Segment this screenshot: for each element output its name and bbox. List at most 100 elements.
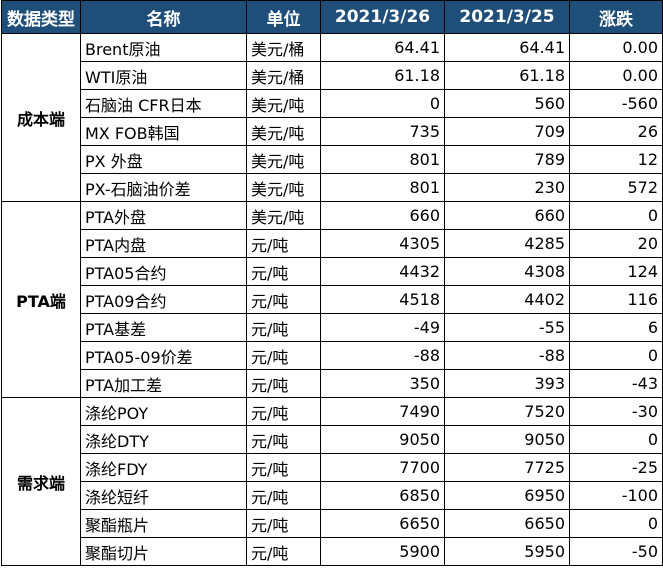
change-cell: 26 [569, 117, 663, 146]
table-row: PTA加工差 元/吨 350 393 -43 [2, 369, 663, 398]
table-row: 涤纶FDY 元/吨 7700 7725 -25 [2, 453, 663, 482]
table-row: 涤纶DTY 元/吨 9050 9050 0 [2, 425, 663, 454]
unit-cell: 元/吨 [246, 397, 321, 426]
header-date-1: 2021/3/26 [320, 0, 445, 34]
item-name-cell: PX-石脑油价差 [80, 173, 247, 202]
table-row: 成本端 Brent原油 美元/桶 64.41 64.41 0.00 [1, 33, 663, 202]
table-row: PTA05-09价差 元/吨 -88 -88 0 [2, 341, 663, 370]
value-date-1-cell: 6850 [320, 481, 445, 510]
header-date-2: 2021/3/25 [444, 0, 570, 34]
item-name-cell: MX FOB韩国 [80, 117, 247, 146]
value-date-2-cell: 9050 [444, 425, 570, 454]
value-date-2-cell: 4285 [444, 229, 570, 258]
change-cell: 0 [569, 341, 663, 370]
change-cell: 0 [569, 201, 663, 230]
value-date-1-cell: 64.41 [320, 33, 445, 62]
item-name-cell: 聚酯切片 [80, 537, 247, 566]
item-name-cell: 涤纶POY [80, 397, 247, 426]
unit-cell: 元/吨 [246, 537, 321, 566]
change-cell: 12 [569, 145, 663, 174]
value-date-1-cell: 735 [320, 117, 445, 146]
value-date-2-cell: 7725 [444, 453, 570, 482]
value-date-2-cell: 6950 [444, 481, 570, 510]
unit-cell: 美元/桶 [246, 61, 321, 90]
change-cell: 124 [569, 257, 663, 286]
table-row: PTA端 PTA外盘 美元/吨 660 660 0 [1, 201, 663, 398]
change-cell: 0.00 [569, 33, 663, 62]
item-name-cell: PTA内盘 [80, 229, 247, 258]
table-row: PTA基差 元/吨 -49 -55 6 [2, 313, 663, 342]
item-name-cell: 聚酯瓶片 [80, 509, 247, 538]
item-name-cell: PX 外盘 [80, 145, 247, 174]
value-date-2-cell: -88 [444, 341, 570, 370]
table-row: 涤纶短纤 元/吨 6850 6950 -100 [2, 481, 663, 510]
value-date-1-cell: 4432 [320, 257, 445, 286]
item-name-cell: PTA加工差 [80, 369, 247, 398]
header-unit: 单位 [246, 0, 321, 34]
table-row: PTA05合约 元/吨 4432 4308 124 [2, 257, 663, 286]
table-row: PTA09合约 元/吨 4518 4402 116 [2, 285, 663, 314]
unit-cell: 美元/吨 [246, 173, 321, 202]
category-cell: 需求端 [1, 397, 81, 566]
value-date-2-cell: 4402 [444, 285, 570, 314]
table-row: 聚酯切片 元/吨 5900 5950 -50 [2, 537, 663, 566]
value-date-1-cell: -88 [320, 341, 445, 370]
value-date-1-cell: 801 [320, 145, 445, 174]
value-date-2-cell: 64.41 [444, 33, 570, 62]
table-row: MX FOB韩国 美元/吨 735 709 26 [2, 117, 663, 146]
value-date-1-cell: 801 [320, 173, 445, 202]
unit-cell: 元/吨 [246, 369, 321, 398]
change-cell: 0 [569, 509, 663, 538]
value-date-1-cell: 4305 [320, 229, 445, 258]
item-name-cell: PTA05-09价差 [80, 341, 247, 370]
table-row: 石脑油 CFR日本 美元/吨 0 560 -560 [2, 89, 663, 118]
table-row: PX-石脑油价差 美元/吨 801 230 572 [2, 173, 663, 202]
item-name-cell: Brent原油 [80, 33, 247, 62]
value-date-2-cell: 61.18 [444, 61, 570, 90]
header-row: 数据类型 名称 单位 2021/3/26 2021/3/25 涨跌 [1, 0, 663, 34]
item-name-cell: 涤纶FDY [80, 453, 247, 482]
value-date-1-cell: 7700 [320, 453, 445, 482]
unit-cell: 元/吨 [246, 285, 321, 314]
change-cell: 0.00 [569, 61, 663, 90]
value-date-2-cell: 4308 [444, 257, 570, 286]
unit-cell: 元/吨 [246, 453, 321, 482]
change-cell: -100 [569, 481, 663, 510]
value-date-1-cell: 9050 [320, 425, 445, 454]
value-date-2-cell: 230 [444, 173, 570, 202]
value-date-1-cell: 350 [320, 369, 445, 398]
value-date-1-cell: 7490 [320, 397, 445, 426]
unit-cell: 美元/桶 [246, 33, 321, 62]
item-name-cell: 石脑油 CFR日本 [80, 89, 247, 118]
header-category: 数据类型 [1, 0, 81, 34]
value-date-1-cell: 660 [320, 201, 445, 230]
change-cell: -560 [569, 89, 663, 118]
item-name-cell: PTA外盘 [80, 201, 247, 230]
unit-cell: 美元/吨 [246, 89, 321, 118]
table-row: WTI原油 美元/桶 61.18 61.18 0.00 [2, 61, 663, 90]
change-cell: 572 [569, 173, 663, 202]
table-row: PX 外盘 美元/吨 801 789 12 [2, 145, 663, 174]
unit-cell: 元/吨 [246, 313, 321, 342]
value-date-1-cell: 6650 [320, 509, 445, 538]
item-name-cell: 涤纶短纤 [80, 481, 247, 510]
category-cell: 成本端 [1, 33, 81, 202]
unit-cell: 美元/吨 [246, 117, 321, 146]
value-date-1-cell: 61.18 [320, 61, 445, 90]
change-cell: -43 [569, 369, 663, 398]
item-name-cell: PTA基差 [80, 313, 247, 342]
value-date-1-cell: -49 [320, 313, 445, 342]
unit-cell: 元/吨 [246, 509, 321, 538]
header-change: 涨跌 [569, 0, 663, 34]
value-date-1-cell: 4518 [320, 285, 445, 314]
value-date-2-cell: 7520 [444, 397, 570, 426]
change-cell: 0 [569, 425, 663, 454]
value-date-2-cell: 660 [444, 201, 570, 230]
change-cell: 6 [569, 313, 663, 342]
change-cell: -50 [569, 537, 663, 566]
header-name: 名称 [80, 0, 247, 34]
unit-cell: 元/吨 [246, 257, 321, 286]
unit-cell: 美元/吨 [246, 201, 321, 230]
change-cell: -25 [569, 453, 663, 482]
